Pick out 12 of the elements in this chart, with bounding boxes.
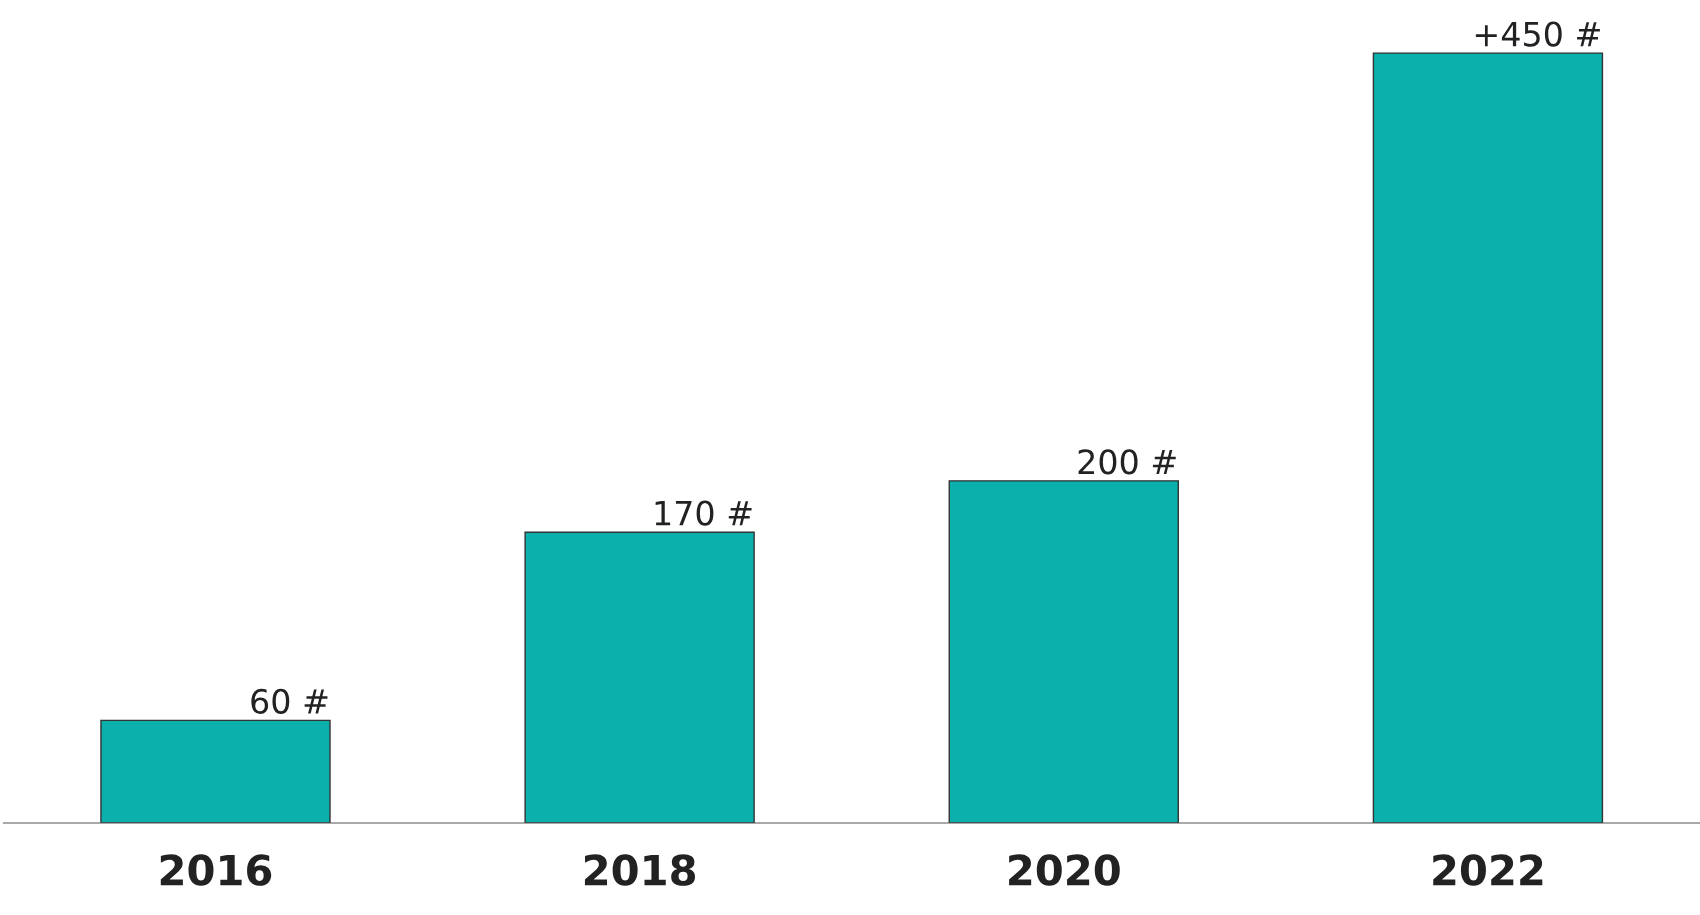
x-tick-label: 2016 [160,854,272,886]
data-label: +450 # [1475,21,1600,47]
x-tick-label: 2018 [584,854,696,886]
data-label: 60 # [251,688,328,714]
bar [524,531,755,824]
data-label: 200 # [1078,449,1176,475]
bar [948,480,1179,824]
bar [100,719,331,824]
x-tick-label: 2022 [1433,854,1543,886]
data-label: 170 # [655,500,752,526]
bar [1372,52,1604,824]
x-tick-label: 2020 [1009,854,1120,886]
